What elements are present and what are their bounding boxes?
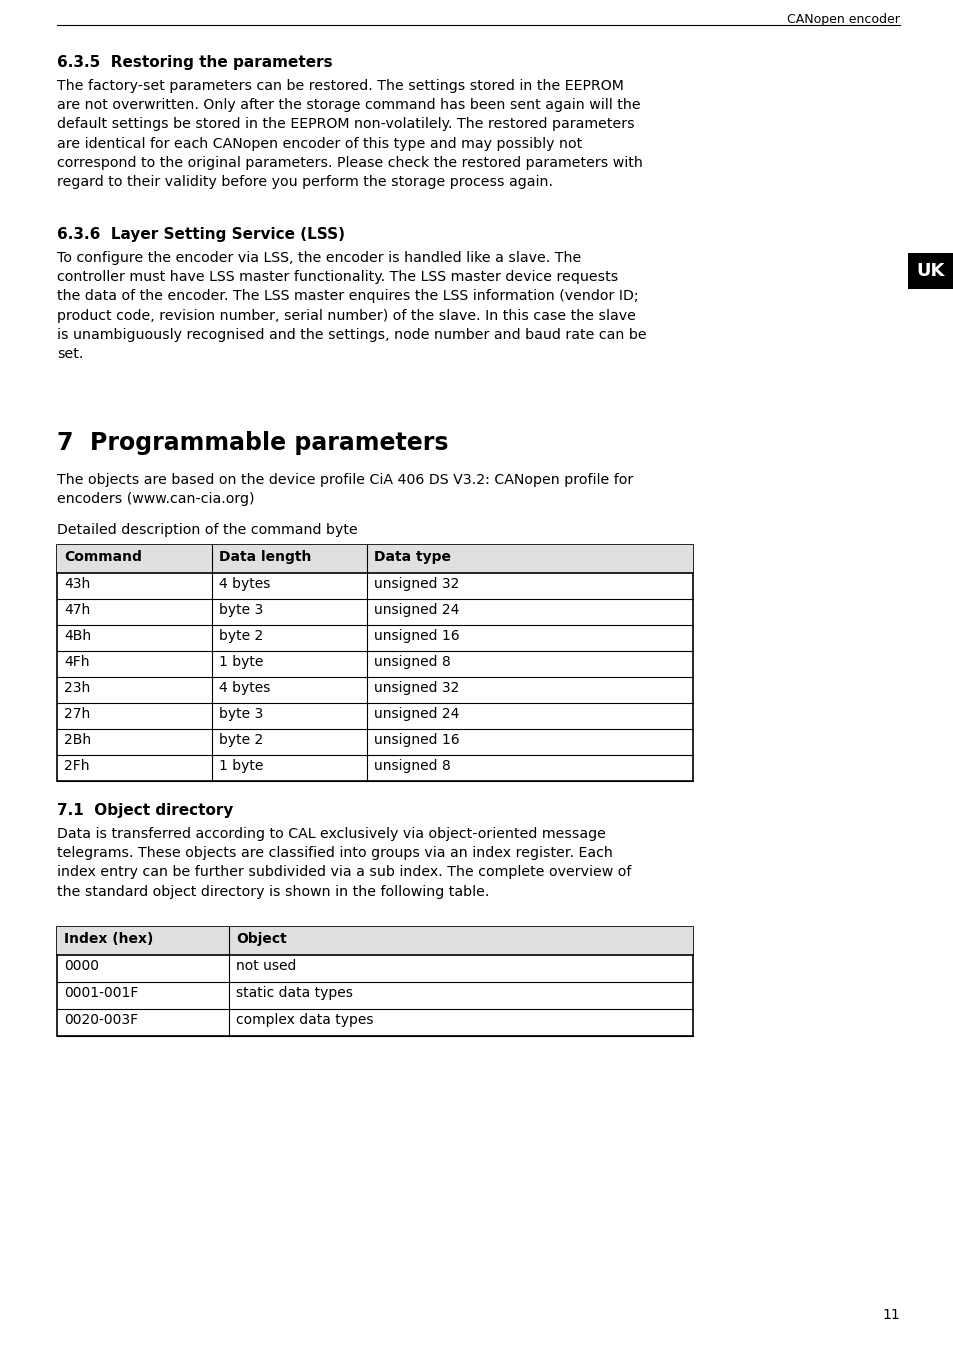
Text: 2Bh: 2Bh (64, 733, 91, 747)
Bar (57, 927, 692, 1035)
Text: Command: Command (64, 549, 142, 564)
Text: The factory-set parameters can be restored. The settings stored in the EEPROM
ar: The factory-set parameters can be restor… (57, 80, 642, 189)
Text: 6.3.5  Restoring the parameters: 6.3.5 Restoring the parameters (57, 55, 333, 70)
Text: byte 2: byte 2 (219, 733, 263, 747)
Text: 1 byte: 1 byte (219, 759, 263, 774)
Text: unsigned 32: unsigned 32 (374, 680, 459, 695)
Text: unsigned 24: unsigned 24 (374, 707, 459, 721)
Text: byte 2: byte 2 (219, 629, 263, 643)
Text: 0001-001F: 0001-001F (64, 986, 138, 1000)
Text: 0000: 0000 (64, 958, 99, 973)
Text: 27h: 27h (64, 707, 91, 721)
Text: 4Bh: 4Bh (64, 629, 91, 643)
Bar (57, 545, 692, 782)
Text: byte 3: byte 3 (219, 707, 263, 721)
Text: Index (hex): Index (hex) (64, 931, 153, 946)
Bar (57, 927, 692, 954)
Text: unsigned 8: unsigned 8 (374, 759, 450, 774)
Text: complex data types: complex data types (235, 1012, 374, 1027)
Text: 6.3.6  Layer Setting Service (LSS): 6.3.6 Layer Setting Service (LSS) (57, 227, 345, 242)
Text: 7.1  Object directory: 7.1 Object directory (57, 803, 233, 818)
Text: byte 3: byte 3 (219, 603, 263, 617)
Text: To configure the encoder via LSS, the encoder is handled like a slave. The
contr: To configure the encoder via LSS, the en… (57, 251, 646, 360)
Text: 1 byte: 1 byte (219, 655, 263, 670)
Text: Data length: Data length (219, 549, 311, 564)
Text: 43h: 43h (64, 576, 91, 591)
Text: unsigned 24: unsigned 24 (374, 603, 459, 617)
Text: Detailed description of the command byte: Detailed description of the command byte (57, 522, 357, 537)
Text: 7  Programmable parameters: 7 Programmable parameters (57, 431, 448, 455)
Bar (907, 252, 953, 289)
Text: 23h: 23h (64, 680, 91, 695)
Text: CANopen encoder: CANopen encoder (786, 14, 899, 26)
Text: 47h: 47h (64, 603, 91, 617)
Text: UK: UK (916, 262, 944, 279)
Text: unsigned 8: unsigned 8 (374, 655, 450, 670)
Text: 0020-003F: 0020-003F (64, 1012, 138, 1027)
Text: Data type: Data type (374, 549, 451, 564)
Bar (57, 545, 692, 572)
Text: 4Fh: 4Fh (64, 655, 90, 670)
Text: unsigned 32: unsigned 32 (374, 576, 459, 591)
Text: unsigned 16: unsigned 16 (374, 629, 459, 643)
Text: 11: 11 (882, 1308, 899, 1322)
Text: Object: Object (235, 931, 287, 946)
Text: 4 bytes: 4 bytes (219, 680, 270, 695)
Text: The objects are based on the device profile CiA 406 DS V3.2: CANopen profile for: The objects are based on the device prof… (57, 472, 633, 506)
Text: Data is transferred according to CAL exclusively via object-oriented message
tel: Data is transferred according to CAL exc… (57, 828, 631, 899)
Text: static data types: static data types (235, 986, 353, 1000)
Text: 4 bytes: 4 bytes (219, 576, 270, 591)
Text: 2Fh: 2Fh (64, 759, 90, 774)
Text: not used: not used (235, 958, 296, 973)
Text: unsigned 16: unsigned 16 (374, 733, 459, 747)
